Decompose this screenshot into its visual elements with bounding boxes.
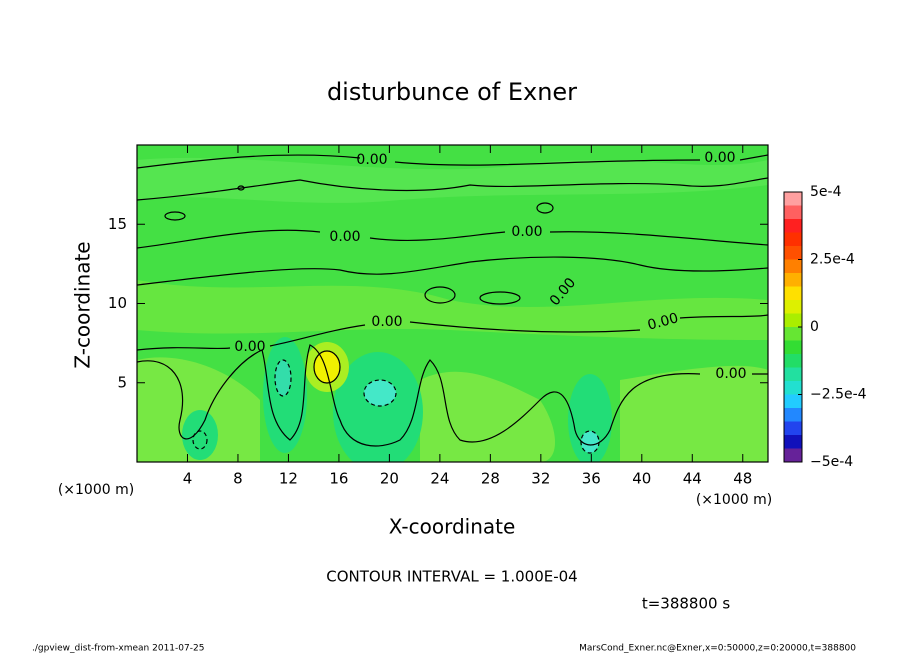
contour-label: 0.00 (704, 150, 735, 166)
colorbar-segment (784, 192, 802, 206)
colorbar-tick-label: −2.5e-4 (810, 387, 867, 403)
colorbar-segment (784, 273, 802, 287)
colorbar-segment (784, 354, 802, 368)
footer-right: MarsCond_Exner.nc@Exner,x=0:50000,z=0:20… (579, 644, 856, 654)
colorbar-segment (784, 259, 802, 273)
y-tick-label: 10 (108, 294, 127, 312)
x-tick-label: 36 (582, 470, 601, 488)
chart-title: disturbunce of Exner (327, 78, 577, 106)
x-tick-label: 44 (683, 470, 702, 488)
contour-label: 0.00 (511, 224, 542, 240)
y-axis-label: Z-coordinate (71, 241, 95, 368)
x-tick-label: 16 (329, 470, 348, 488)
x-tick-label: 20 (380, 470, 399, 488)
colorbar-segment (784, 367, 802, 381)
colorbar-segment (784, 232, 802, 246)
colorbar-segment (784, 340, 802, 354)
contours (137, 154, 768, 454)
colorbar-segment (784, 394, 802, 408)
colorbar-tick-label: 5e-4 (810, 184, 842, 200)
y-tick-label: 15 (108, 215, 127, 233)
x-tick-label: 28 (481, 470, 500, 488)
x-tick-label: 4 (183, 470, 193, 488)
time-note: t=388800 s (642, 595, 730, 613)
x-tick-label: 12 (279, 470, 298, 488)
contour-label: 0.00 (715, 366, 746, 382)
colorbar-segment (784, 286, 802, 300)
contour-label: 0.00 (646, 310, 680, 334)
footer-left: ./gpview_dist-from-xmean 2011-07-25 (32, 644, 204, 654)
colorbar-tick-label: 0 (810, 319, 819, 335)
contour-label: 0.00 (356, 152, 387, 168)
x-axis-label: X-coordinate (389, 515, 516, 539)
colorbar-tick-label: −5e-4 (810, 454, 853, 470)
colorbar-segment (784, 205, 802, 219)
colorbar-segment (784, 448, 802, 462)
colorbar-segment (784, 246, 802, 260)
colorbar-segment (784, 313, 802, 327)
x-tick-label: 40 (632, 470, 651, 488)
colorbar-segment (784, 219, 802, 233)
colorbar-segment (784, 435, 802, 449)
contour-label: 0.00 (371, 314, 402, 330)
x-tick-label: 24 (430, 470, 449, 488)
contour-label: 0.00 (234, 339, 265, 355)
colorbar-segment (784, 327, 802, 341)
x-tick-label: 32 (531, 470, 550, 488)
y-unit: (×1000 m) (58, 482, 134, 498)
y-tick-label: 5 (117, 373, 127, 391)
x-unit: (×1000 m) (696, 492, 772, 508)
colorbar-segment (784, 408, 802, 422)
field (137, 145, 768, 462)
colorbar-tick-label: 2.5e-4 (810, 252, 855, 268)
x-tick-label: 48 (733, 470, 752, 488)
colorbar-segment (784, 300, 802, 314)
colorbar-segment (784, 381, 802, 395)
x-tick-label: 8 (233, 470, 243, 488)
contour-label: 0.00 (329, 229, 360, 245)
colorbar-segment (784, 421, 802, 435)
contour-interval: CONTOUR INTERVAL = 1.000E-04 (326, 568, 577, 586)
